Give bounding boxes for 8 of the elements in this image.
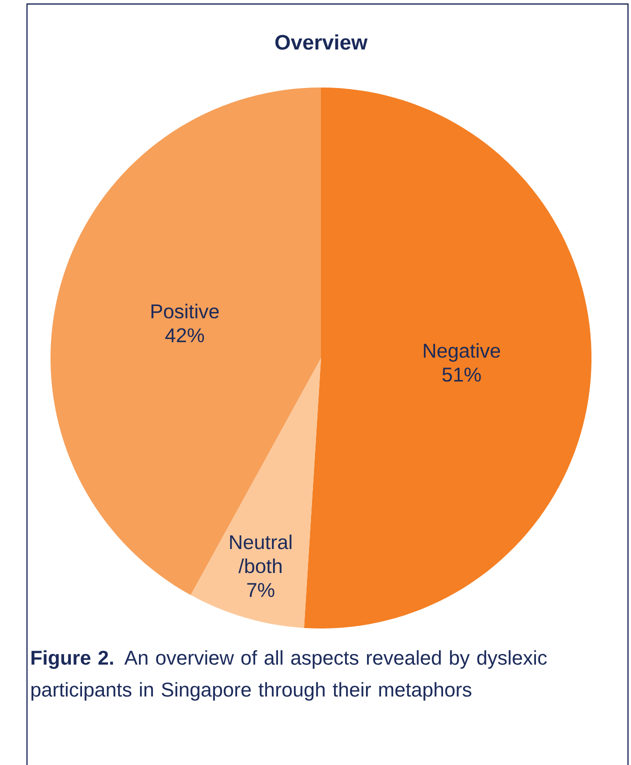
slice-label: Negative: [424, 343, 500, 362]
data-label: 7%: [247, 583, 274, 597]
data-label: 42%: [165, 328, 204, 342]
data-label: 51%: [442, 368, 481, 382]
chart-title: Overview: [275, 34, 368, 50]
slice-label: Positive: [152, 304, 219, 318]
slice-label: Neutral /both: [230, 534, 292, 574]
text: Figure 2. An overview of all aspects revealed by dyslexic participants in Singapore through their metaphors: [31, 650, 547, 701]
